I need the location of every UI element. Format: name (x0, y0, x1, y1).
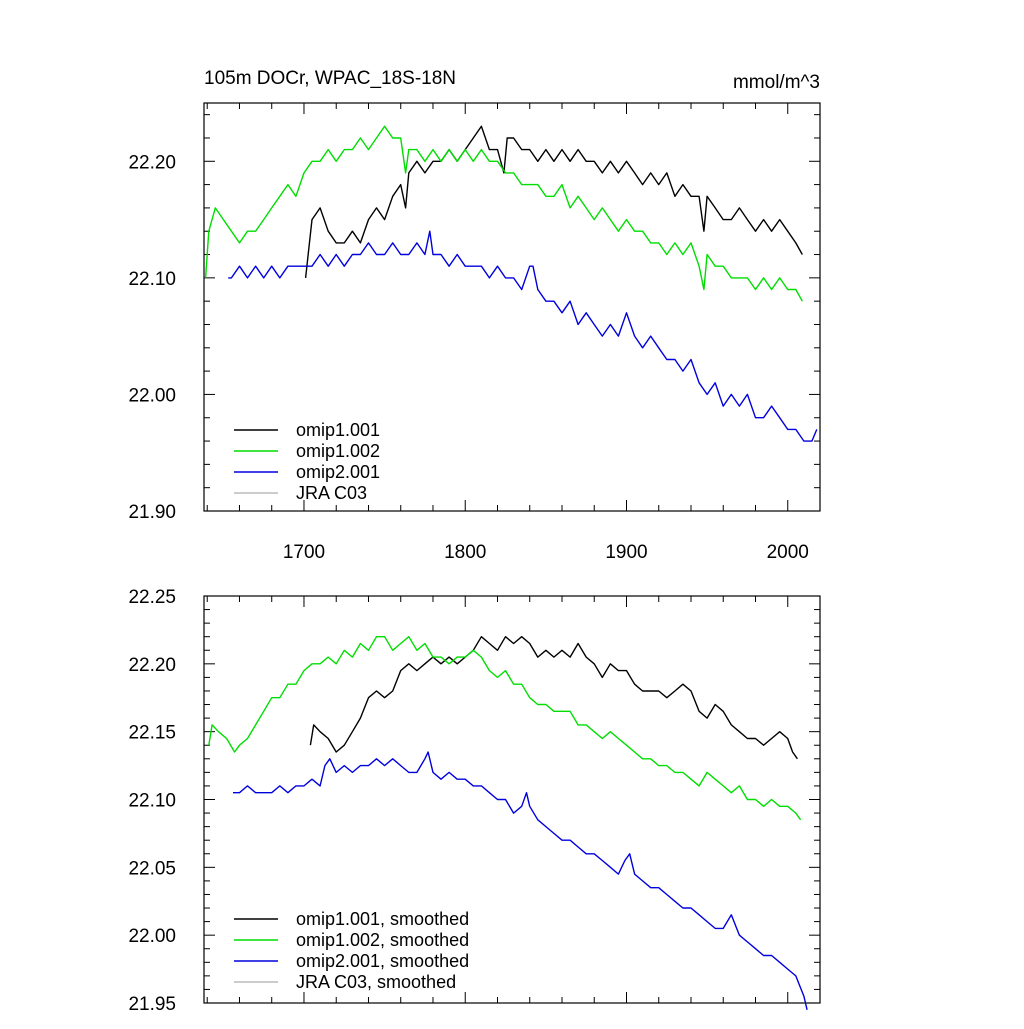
top-y-tick-label: 22.10 (128, 269, 176, 290)
bottom-legend-label: JRA C03, smoothed (296, 972, 456, 992)
top-legend-label: JRA C03 (296, 483, 367, 503)
top-x-tick-label: 1900 (605, 542, 647, 563)
bottom-series-line-0 (309, 636, 798, 760)
bottom-series-line-2 (233, 751, 808, 1010)
units-label: mmol/m^3 (733, 72, 820, 93)
chart-title: 105m DOCr, WPAC_18S-18N (204, 68, 456, 89)
top-legend-label: omip1.002 (296, 441, 380, 461)
top-y-tick-label: 21.90 (128, 502, 176, 523)
bottom-legend-label: omip2.001, smoothed (296, 951, 469, 971)
bottom-y-tick-label: 22.05 (128, 858, 176, 879)
top-legend-label: omip1.001 (296, 420, 380, 440)
bottom-y-tick-label: 22.00 (128, 926, 176, 947)
top-legend-label: omip2.001 (296, 462, 380, 482)
top-x-tick-label: 1700 (283, 542, 325, 563)
top-x-tick-label: 2000 (767, 542, 809, 563)
top-series-line-2 (228, 230, 818, 442)
top-series-line-0 (304, 125, 803, 278)
top-y-tick-label: 22.00 (128, 385, 176, 406)
panel-top: 1700 1800 1900 2000 21.90 22.00 22.10 22.20 omip… (128, 102, 821, 563)
top-x-tick-label: 1800 (444, 542, 486, 563)
top-plot-frame (203, 102, 821, 512)
bottom-y-tick-label: 21.95 (128, 994, 176, 1015)
top-y-tick-label: 22.20 (128, 152, 176, 173)
panel-bottom: 21.95 22.00 22.05 22.10 22.15 22.20 22.25 omip1… (128, 587, 821, 1015)
top-series-line-1 (204, 125, 803, 302)
bottom-y-tick-label: 22.10 (128, 791, 176, 812)
bottom-y-tick-label: 22.15 (128, 723, 176, 744)
bottom-legend-label: omip1.002, smoothed (296, 930, 469, 950)
bottom-y-tick-label: 22.20 (128, 655, 176, 676)
bottom-legend-label: omip1.001, smoothed (296, 909, 469, 929)
bottom-y-tick-label: 22.25 (128, 587, 176, 608)
bottom-series-line-1 (208, 636, 802, 821)
